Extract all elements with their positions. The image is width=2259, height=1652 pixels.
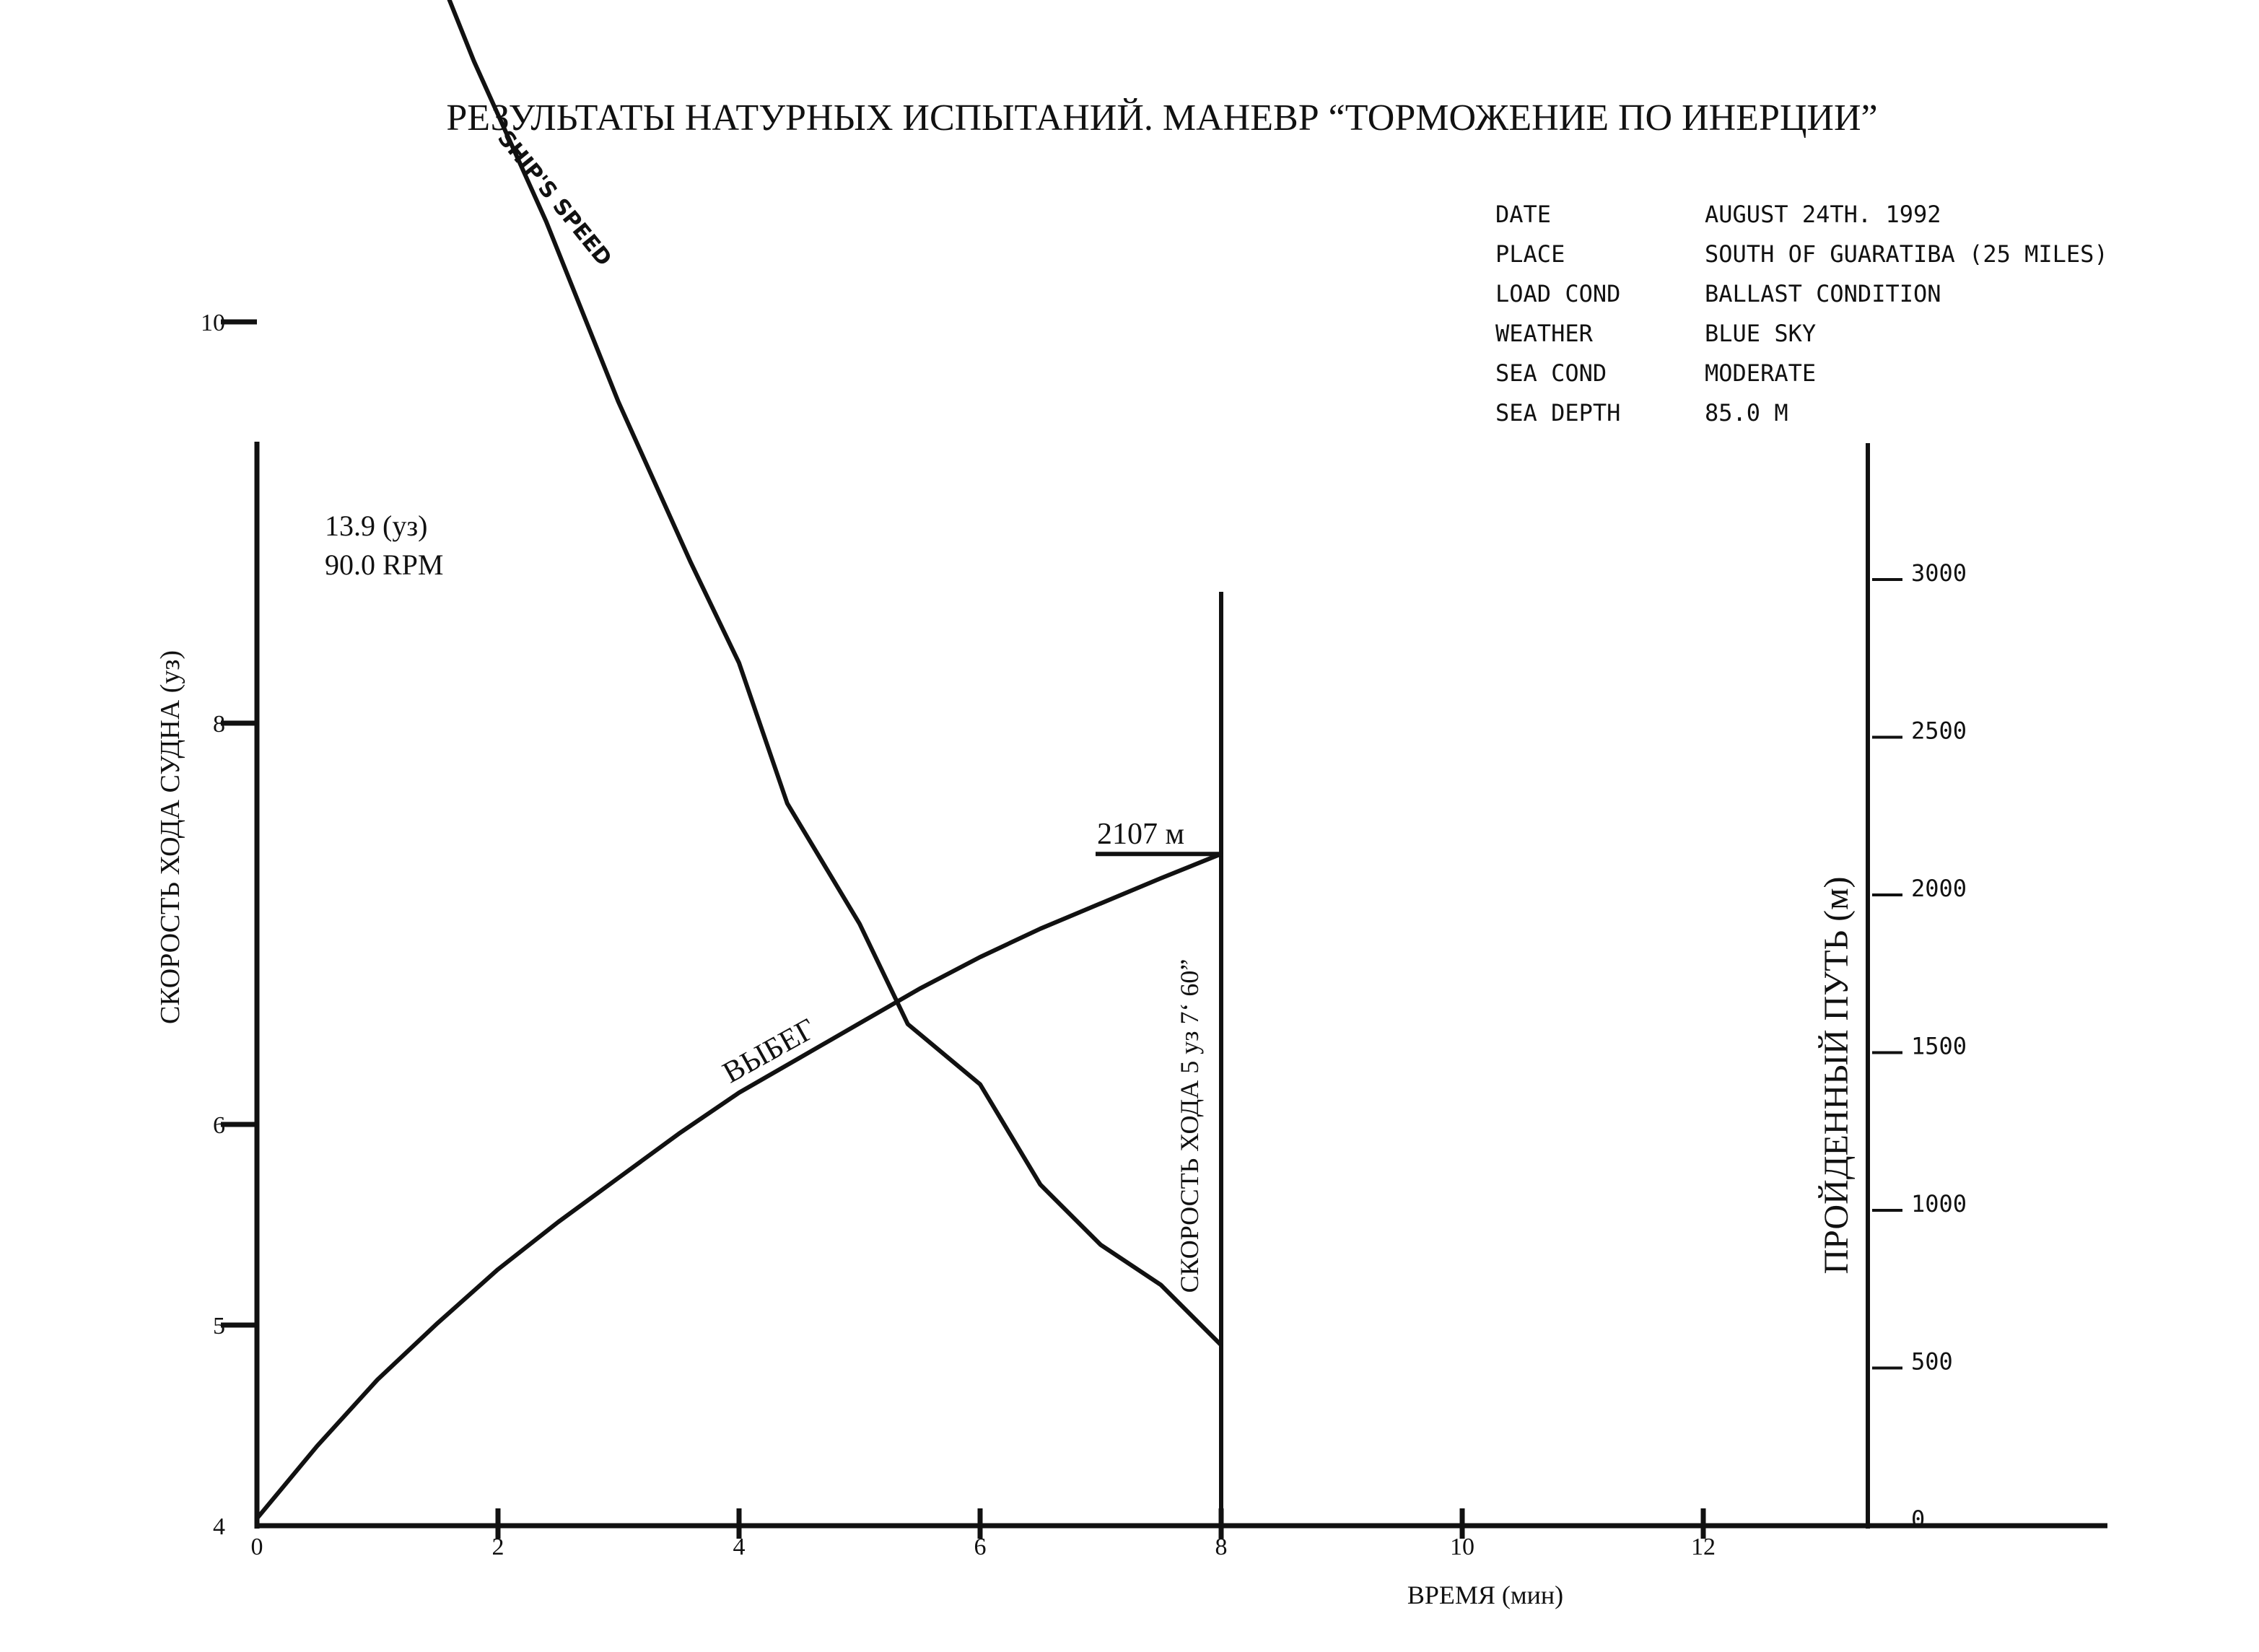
info-key-date: DATE [1495, 201, 1551, 228]
info-value-sea-depth: 85.0 M [1705, 399, 1788, 427]
y-left-tick-label: 10 [201, 310, 225, 336]
info-value-sea-cond: MODERATE [1705, 359, 1816, 387]
y-right-tick-label: 0 [1911, 1505, 1925, 1533]
start-speed-label: 13.9 (уз) [325, 510, 427, 542]
ship-speed-series-label: SHIP'S SPEED [492, 126, 616, 271]
y-left-tick-label: 5 [213, 1313, 225, 1339]
x-tick-label: 12 [1691, 1534, 1716, 1560]
y-left-tick-label: 4 [213, 1513, 225, 1540]
x-tick-label: 2 [492, 1534, 504, 1560]
info-value-place: SOUTH OF GUARATIBA (25 MILES) [1705, 240, 2108, 268]
distance-series-label: ВЫБЕГ [717, 1013, 821, 1090]
info-value-load-cond: BALLAST CONDITION [1705, 280, 1941, 307]
y-right-tick-label: 3000 [1911, 559, 1967, 587]
y-right-tick-label: 2500 [1911, 717, 1967, 745]
end-condition-label: СКОРОСТЬ ХОДА 5 уз 7‘ 60” [1175, 959, 1204, 1293]
y-right-tick-label: 2000 [1911, 875, 1967, 902]
y-right-tick-label: 500 [1911, 1348, 1953, 1376]
y-left-tick-label: 6 [213, 1112, 225, 1139]
distance-line [255, 852, 1223, 1521]
info-key-load-cond: LOAD COND [1495, 280, 1620, 307]
x-tick-label: 6 [974, 1534, 987, 1560]
x-tick-label: 8 [1215, 1534, 1228, 1560]
info-value-date: AUGUST 24TH. 1992 [1705, 201, 1941, 228]
y-right-tick-label: 1000 [1911, 1190, 1967, 1218]
x-axis-label: ВРЕМЯ (мин) [1407, 1581, 1563, 1609]
y-left-tick-label: 8 [213, 711, 225, 738]
ticks: 0246810124568101214050010001500200025003… [201, 310, 1967, 1560]
x-tick-label: 10 [1450, 1534, 1474, 1560]
x-tick-label: 0 [251, 1534, 263, 1560]
end-distance-label: 2107 м [1097, 818, 1184, 851]
start-rpm-label: 90.0 RPM [325, 549, 444, 581]
series [255, 0, 1223, 1521]
y-left-axis-label: СКОРОСТЬ ХОДА СУДНА (уз) [155, 650, 185, 1024]
annotations: 13.9 (уз) 90.0 RPM 2107 м СКОРОСТЬ ХОДА 5 у… [325, 126, 1221, 1293]
axes [254, 442, 2107, 1529]
y-right-axis-label: ПРОЙДЕННЫЙ ПУТЬ (м) [1817, 876, 1856, 1274]
info-key-sea-depth: SEA DEPTH [1495, 399, 1620, 427]
y-right-tick-label: 1500 [1911, 1033, 1967, 1060]
info-value-weather: BLUE SKY [1705, 320, 1816, 347]
ship-speed-line [447, 0, 1223, 1347]
info-key-weather: WEATHER [1495, 320, 1594, 347]
info-key-place: PLACE [1495, 240, 1565, 268]
test-info-table: DATE AUGUST 24TH. 1992 PLACE SOUTH OF GUARA… [1495, 201, 2108, 427]
info-key-sea-cond: SEA COND [1495, 359, 1607, 387]
chart-title: РЕЗУЛЬТАТЫ НАТУРНЫХ ИСПЫТАНИЙ. МАНЕВР “Т… [446, 97, 1877, 139]
x-tick-label: 4 [733, 1534, 746, 1560]
